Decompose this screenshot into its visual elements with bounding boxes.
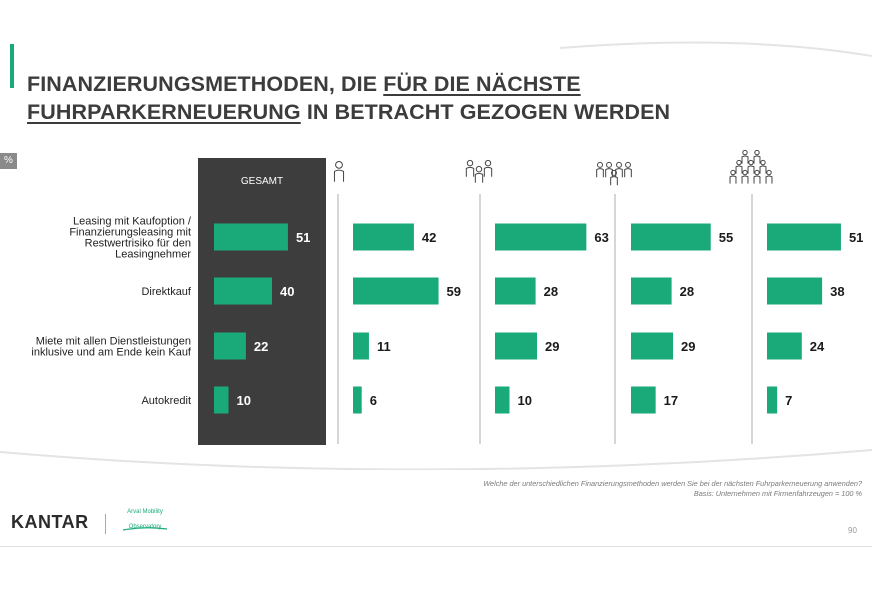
bar xyxy=(631,386,656,414)
bar-value-label: 42 xyxy=(422,230,436,245)
bar-value-label: 10 xyxy=(518,393,532,408)
bar xyxy=(767,277,823,305)
bar-value-label: 11 xyxy=(377,339,391,354)
bar-value-label: 51 xyxy=(296,230,310,245)
bar-value-label: 7 xyxy=(785,393,792,408)
category-label: Direktkauf xyxy=(141,286,191,298)
title-part-4: IN BETRACHT GEZOGEN WERDEN xyxy=(300,100,671,124)
bottom-divider xyxy=(0,546,872,547)
category-label-line: Finanzierungsleasing mit xyxy=(69,227,191,239)
bar-value-label: 22 xyxy=(254,339,268,354)
title-underlined-1: FÜR DIE NÄCHSTE xyxy=(383,72,581,96)
footnote-basis: Basis: Unternehmen mit Firmenfahrzeugen … xyxy=(693,489,862,498)
bar-value-label: 24 xyxy=(810,339,825,354)
page-title: FINANZIERUNGSMETHODEN, DIE FÜR DIE NÄCHS… xyxy=(27,70,670,126)
bar xyxy=(353,277,439,305)
bar xyxy=(495,386,510,414)
bar xyxy=(353,332,369,360)
bar-value-label: 10 xyxy=(237,393,251,408)
bar-value-label: 63 xyxy=(594,230,608,245)
arval-mobility-observatory-logo: Arval Mobility Observatory xyxy=(119,509,171,537)
total-header-label: GESAMT xyxy=(241,176,283,187)
bar-value-label: 55 xyxy=(719,230,733,245)
bar xyxy=(767,386,778,414)
page-number: 90 xyxy=(848,526,857,535)
category-label: Miete mit allen Dienstleistungen inklusiv… xyxy=(31,336,192,359)
decor-curve-top xyxy=(559,41,872,57)
bar-value-label: 17 xyxy=(664,393,678,408)
category-label-line: Miete mit allen Dienstleistungen xyxy=(36,336,191,348)
title-part-1: FINANZIERUNGSMETHODEN, DIE xyxy=(27,72,384,96)
bar-value-label: 28 xyxy=(544,284,558,299)
bar-value-label: 59 xyxy=(447,284,461,299)
bar xyxy=(214,332,246,360)
bar xyxy=(495,332,538,360)
bar xyxy=(353,386,362,414)
category-label-line: inklusive und am Ende kein Kauf xyxy=(31,347,192,359)
bar xyxy=(214,277,272,305)
bar-value-label: 38 xyxy=(830,284,844,299)
bar xyxy=(631,332,674,360)
logo-line-2: Observatory xyxy=(128,524,162,530)
footnote-question: Welche der unterschiedlichen Finanzierun… xyxy=(483,479,862,488)
bar xyxy=(495,277,536,305)
bar xyxy=(767,332,802,360)
unit-label: % xyxy=(0,153,17,169)
bar-value-label: 40 xyxy=(280,284,294,299)
title-underlined-2: FUHRPARKERNEUERUNG xyxy=(27,100,301,124)
category-label: Autokredit xyxy=(141,395,191,407)
bar xyxy=(767,223,841,251)
bar xyxy=(353,223,414,251)
bar xyxy=(214,223,288,251)
one-person-icon xyxy=(333,161,345,182)
bar xyxy=(214,386,229,414)
bar-value-label: 6 xyxy=(370,393,377,408)
three-people-icon xyxy=(465,159,493,183)
bar-value-label: 28 xyxy=(680,284,694,299)
nine-people-icon xyxy=(729,149,773,184)
five-people-icon xyxy=(596,161,632,186)
bar-chart: GESAMT Leasing mit Kaufoption / Finanzieru… xyxy=(0,41,872,470)
category-label-line: Leasingnehmer xyxy=(115,249,191,261)
category-label-line: Leasing mit Kaufoption / xyxy=(73,216,192,228)
bar xyxy=(631,277,672,305)
category-label-line: Direktkauf xyxy=(141,286,191,298)
decor-curve-bottom xyxy=(0,449,872,470)
category-label-line: Autokredit xyxy=(141,395,191,407)
bar-value-label: 51 xyxy=(849,230,863,245)
bar xyxy=(495,223,587,251)
kantar-logo: KANTAR xyxy=(11,512,89,532)
logo-swoosh-icon xyxy=(122,527,168,531)
bar xyxy=(631,223,711,251)
brand-divider xyxy=(105,514,106,534)
footnote: Welche der unterschiedlichen Finanzierun… xyxy=(483,479,862,499)
category-label: Leasing mit Kaufoption / Finanzierungslea… xyxy=(69,216,192,261)
bar-value-label: 29 xyxy=(545,339,559,354)
logo-line-1: Arval Mobility xyxy=(127,509,163,515)
bar-value-label: 29 xyxy=(681,339,695,354)
category-label-line: Restwertrisiko für den xyxy=(85,238,191,250)
title-accent-bar xyxy=(10,44,14,88)
